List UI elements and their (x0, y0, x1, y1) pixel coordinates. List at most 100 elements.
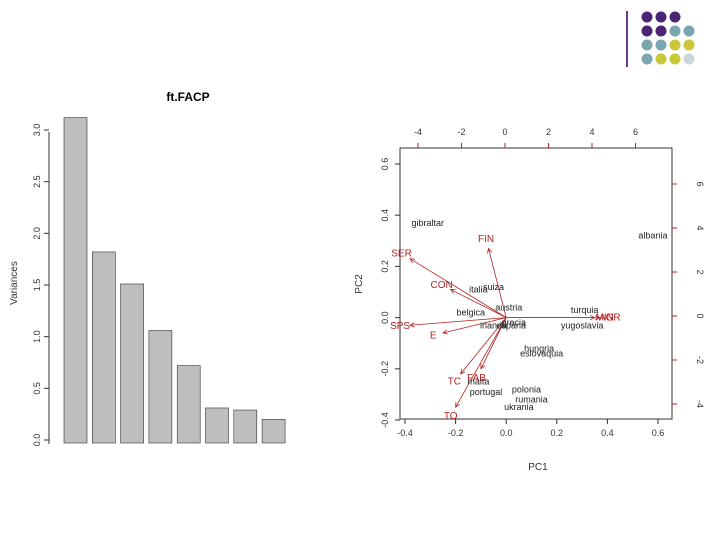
scree-bar (148, 330, 173, 444)
biplot-left-tick-label: 0.2 (380, 260, 390, 273)
loading-arrowhead (409, 258, 416, 264)
decorative-dot (641, 53, 653, 65)
point-label: albania (638, 231, 667, 241)
loading-arrow (488, 248, 507, 318)
scree-bar (205, 407, 229, 444)
biplot-right-tick-label: 6 (695, 181, 705, 186)
point-label: suiza (483, 282, 504, 292)
biplot-left-tick-label: 0.4 (380, 209, 390, 222)
decorative-dot (641, 11, 653, 23)
scree-tick-label: 0.5 (32, 382, 42, 395)
decorative-dot (683, 53, 695, 65)
biplot-bottom-tick-label: 0.6 (652, 428, 665, 438)
scree-tick-label: 3.0 (32, 124, 42, 137)
biplot-ylabel: PC2 (354, 274, 365, 294)
decorative-dot (655, 11, 667, 23)
scree-bar (176, 365, 201, 444)
scree-bar (63, 117, 88, 444)
loading-label: E (430, 330, 437, 341)
loading-arrowhead (449, 289, 456, 294)
decorative-rule (626, 11, 628, 67)
point-label: italia (469, 284, 488, 294)
decorative-dot (641, 25, 653, 37)
decorative-dot (655, 25, 667, 37)
biplot-top-tick-label: 2 (546, 127, 551, 137)
biplot-left-tick-label: 0.6 (380, 158, 390, 171)
decorative-dot (655, 53, 667, 65)
point-label: grecia (502, 318, 527, 328)
biplot-bottom-tick-label: -0.2 (448, 428, 464, 438)
scree-bar (92, 251, 116, 444)
biplot-left-tick-label: -0.4 (380, 412, 390, 428)
biplot-bottom-tick-label: 0.0 (500, 428, 513, 438)
loading-arrow (450, 289, 507, 318)
loading-label: TO (444, 411, 458, 422)
loading-label: CON (430, 280, 452, 291)
decorative-dot (683, 39, 695, 51)
biplot-left-tick-label: -0.2 (380, 361, 390, 377)
loading-label: FAB (467, 373, 486, 384)
point-label: irlanda (480, 320, 507, 330)
biplot-bottom-tick-label: -0.4 (397, 428, 413, 438)
point-label: gibraltar (412, 218, 445, 228)
point-label: portugal (470, 387, 503, 397)
point-label: austria (495, 302, 522, 312)
scree-bar (120, 283, 144, 444)
biplot-frame (399, 147, 673, 420)
biplot-bottom-tick-label: 0.4 (601, 428, 614, 438)
decorative-dot (669, 25, 681, 37)
point-label: malta (467, 377, 489, 387)
loading-arrowhead (460, 368, 466, 375)
loading-arrow (410, 317, 507, 326)
point-label: eslovaquia (520, 348, 563, 358)
decorative-dot (655, 39, 667, 51)
loading-arrow (480, 317, 507, 369)
loading-label: SPS (390, 321, 410, 332)
scree-y-ticks: 0.0 0.5 1.0 1.5 2.0 2.5 3.0 (32, 124, 49, 447)
loading-arrowhead (480, 363, 486, 370)
loading-arrow (409, 258, 507, 318)
loading-arrowhead (487, 247, 493, 254)
decorative-dot (669, 11, 681, 23)
scree-bar (233, 409, 258, 444)
biplot-right-tick-label: -2 (695, 356, 705, 364)
point-label: ukrania (504, 402, 534, 412)
biplot-top-tick-label: -4 (414, 127, 422, 137)
scree-title: ft.FACP (166, 90, 209, 104)
loading-arrow (455, 317, 507, 408)
point-label: polonia (512, 384, 541, 394)
loading-label: FIN (478, 234, 494, 245)
loading-label: AGR (599, 313, 621, 324)
biplot-left-tick-label: 0.0 (380, 311, 390, 324)
point-label: rumania (515, 395, 548, 405)
decorative-dot (669, 39, 681, 51)
loading-arrowhead (595, 315, 601, 321)
point-label: turquia (571, 305, 599, 315)
loading-label: TC (448, 377, 461, 388)
biplot-point-labels: gibraltar albania turquia yugoslavia hungria… (412, 218, 668, 412)
biplot-right-tick-label: -4 (695, 400, 705, 408)
loading-arrow (460, 317, 507, 375)
loading-label: MIN (596, 313, 614, 324)
scree-tick-label: 2.5 (32, 175, 42, 188)
decorative-dot-grid (641, 11, 695, 65)
point-label: belgica (457, 307, 486, 317)
biplot-top-tick-label: 0 (502, 127, 507, 137)
loading-arrowhead (455, 402, 460, 409)
loading-arrowhead (590, 315, 596, 321)
scree-tick-label: 0.0 (32, 434, 42, 447)
biplot-bottom-tick-label: 0.2 (551, 428, 564, 438)
point-label: hungria (524, 343, 554, 353)
biplot-right-tick-label: 0 (695, 313, 705, 318)
scree-tick-label: 1.0 (32, 330, 42, 343)
point-label: espana (496, 320, 526, 330)
biplot-top-tick-label: 4 (589, 127, 594, 137)
biplot-top-tick-label: -2 (457, 127, 465, 137)
biplot-right-tick-label: 2 (695, 269, 705, 274)
decorative-dot (641, 39, 653, 51)
scree-ylabel: Variances (9, 261, 20, 305)
biplot-xlabel: PC1 (528, 462, 548, 473)
